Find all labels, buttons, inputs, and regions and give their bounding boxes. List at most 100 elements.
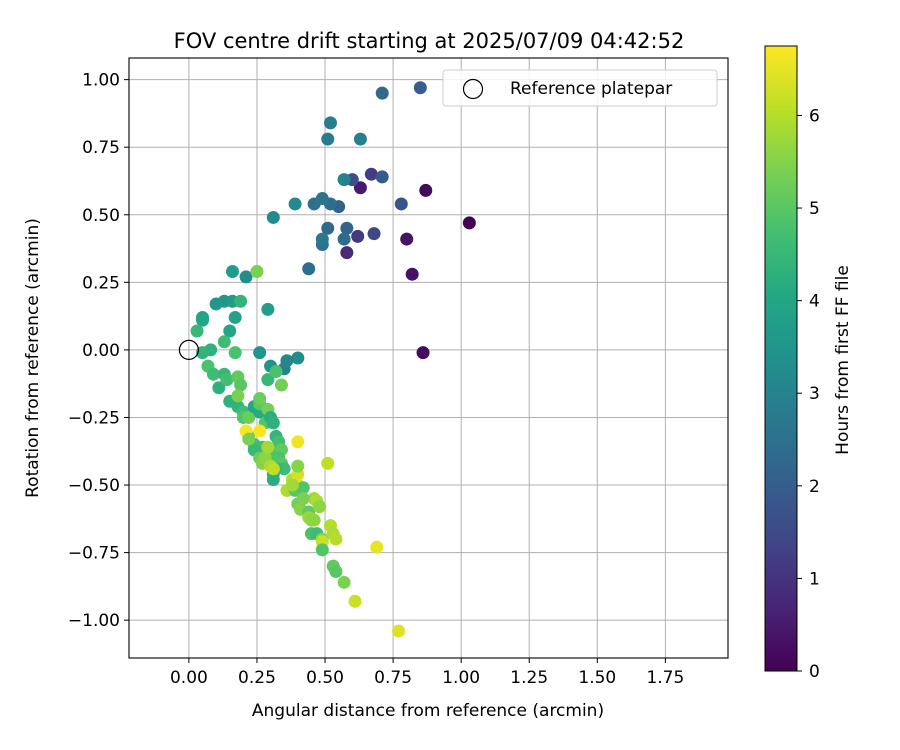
x-tick-label: 0.00 <box>170 668 208 688</box>
data-point <box>196 313 210 327</box>
colorbar-tick-label: 3 <box>809 384 820 404</box>
data-point <box>353 181 367 195</box>
data-point <box>351 229 365 243</box>
y-tick-label: 0.50 <box>82 206 120 226</box>
data-point <box>296 492 310 506</box>
data-point <box>250 265 264 279</box>
data-point <box>367 227 381 241</box>
data-point <box>253 392 267 406</box>
data-point <box>370 540 384 554</box>
y-axis-label: Rotation from reference (arcmin) <box>23 218 43 498</box>
data-point <box>394 197 408 211</box>
data-point <box>228 310 242 324</box>
data-point <box>234 294 248 308</box>
data-point <box>302 262 316 276</box>
x-tick-label: 1.75 <box>646 668 684 688</box>
data-point <box>291 459 305 473</box>
data-point <box>206 367 220 381</box>
chart-title: FOV centre drift starting at 2025/07/09 … <box>174 29 685 53</box>
x-tick-label: 1.50 <box>578 668 616 688</box>
legend-marker-icon <box>462 78 484 100</box>
plot-area-frame <box>128 57 729 659</box>
data-point <box>400 232 414 246</box>
data-point <box>288 197 302 211</box>
colorbar-ticks: 0 1 2 3 4 5 6 <box>797 106 820 682</box>
data-point <box>337 232 351 246</box>
data-point <box>253 346 267 360</box>
data-point <box>337 575 351 589</box>
x-axis-label: Angular distance from reference (arcmin) <box>252 701 604 721</box>
data-point <box>313 500 327 514</box>
data-point <box>261 302 275 316</box>
data-point <box>315 543 329 557</box>
data-point <box>321 132 335 146</box>
data-point <box>296 481 310 495</box>
grid-lines <box>129 58 728 658</box>
x-tick-label: 0.25 <box>238 668 276 688</box>
data-point <box>405 267 419 281</box>
x-tick-label: 0.75 <box>374 668 412 688</box>
data-point <box>291 351 305 365</box>
data-point <box>291 435 305 449</box>
y-tick-label: 0.00 <box>82 341 120 361</box>
data-point <box>269 365 283 379</box>
data-point <box>217 335 231 349</box>
colorbar-tick-label: 4 <box>809 292 820 312</box>
data-point <box>228 346 242 360</box>
data-point <box>234 378 248 392</box>
data-point <box>364 167 378 181</box>
colorbar-tick-label: 6 <box>809 106 820 126</box>
scatter-series <box>190 81 476 638</box>
legend-label: Reference platepar <box>510 79 672 99</box>
y-tick-label: −0.25 <box>68 408 120 428</box>
y-tick-label: 1.00 <box>82 71 120 91</box>
data-point <box>225 265 239 279</box>
data-point <box>329 565 343 579</box>
legend-box <box>442 69 718 107</box>
y-axis-ticks: −1.00 −0.75 −0.50 −0.25 0.00 0.25 0.50 0.75 1.00 <box>68 71 129 631</box>
y-tick-label: −1.00 <box>68 611 120 631</box>
data-point <box>239 270 253 284</box>
data-point <box>253 424 267 438</box>
data-point <box>242 432 256 446</box>
data-point <box>285 478 299 492</box>
y-tick-label: 0.25 <box>82 273 120 293</box>
x-axis-ticks: 0.00 0.25 0.50 0.75 1.00 1.25 1.50 1.75 <box>170 658 684 688</box>
data-point <box>392 624 406 638</box>
colorbar-gradient <box>764 45 798 672</box>
data-point <box>413 81 427 95</box>
data-point <box>190 324 204 338</box>
data-point <box>266 473 280 487</box>
data-point <box>274 378 288 392</box>
colorbar-label: Hours from first FF file <box>833 265 853 455</box>
data-point <box>242 410 256 424</box>
data-point <box>323 116 337 130</box>
y-tick-label: 0.75 <box>82 138 120 158</box>
data-point <box>261 440 275 454</box>
data-point <box>266 462 280 476</box>
data-point <box>321 456 335 470</box>
data-point <box>462 216 476 230</box>
y-tick-label: −0.75 <box>68 544 120 564</box>
data-point <box>223 324 237 338</box>
legend: Reference platepar <box>442 69 718 107</box>
data-point <box>220 373 234 387</box>
data-point <box>231 389 245 403</box>
data-point <box>348 594 362 608</box>
colorbar-tick-label: 0 <box>809 662 820 682</box>
data-point <box>266 210 280 224</box>
colorbar: 0 1 2 3 4 5 6 Hours from first FF file <box>764 45 853 682</box>
data-point <box>280 354 294 368</box>
data-point <box>375 86 389 100</box>
data-point <box>353 132 367 146</box>
data-point <box>337 173 351 187</box>
data-point <box>329 532 343 546</box>
colorbar-tick-label: 2 <box>809 477 820 497</box>
colorbar-tick-label: 1 <box>809 569 820 589</box>
data-point <box>375 170 389 184</box>
data-point <box>340 246 354 260</box>
data-point <box>315 192 329 206</box>
colorbar-tick-label: 5 <box>809 199 820 219</box>
data-point <box>321 221 335 235</box>
data-point <box>261 373 275 387</box>
